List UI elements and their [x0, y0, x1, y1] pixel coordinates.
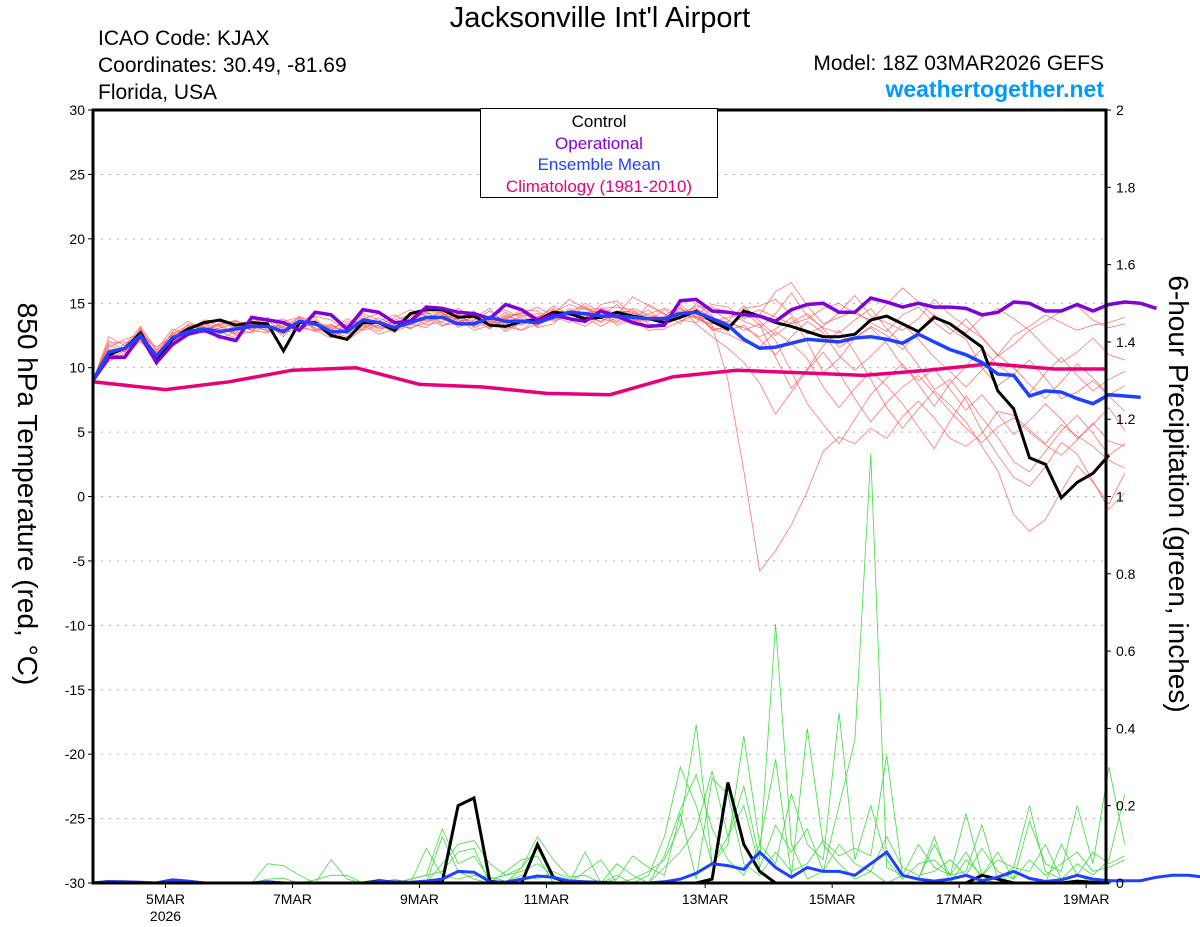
axes: 302520151050-5-10-15-20-25-3021.81.61.41…	[65, 102, 1136, 924]
temperature-member-line	[92, 305, 1125, 400]
y2-tick-label: 0.8	[1116, 566, 1136, 582]
y-tick-label: 0	[77, 489, 85, 505]
y2-tick-label: 1.2	[1116, 411, 1136, 427]
temperature-member-line	[92, 282, 1125, 381]
legend-item-operational: Operational	[555, 133, 643, 153]
y-tick-label: -15	[65, 682, 85, 698]
precipitation-member-line	[93, 728, 1125, 884]
y-tick-label: -5	[73, 553, 86, 569]
y-tick-label: 15	[69, 295, 85, 311]
x-tick-sublabel: 2026	[150, 908, 181, 924]
operational-temp-line	[91, 296, 1158, 382]
plot-frame	[91, 108, 1108, 885]
mean-precip-line	[92, 849, 1200, 885]
model-run: Model: 18Z 03MAR2026 GEFS	[813, 52, 1104, 75]
coordinates: Coordinates: 30.49, -81.69	[98, 54, 347, 77]
site-name: weathertogether.net	[885, 76, 1104, 102]
location: Florida, USA	[98, 81, 218, 104]
y2-tick-label: 1	[1116, 489, 1124, 505]
y2-tick-label: 0.6	[1116, 643, 1136, 659]
climatology-line	[92, 362, 1106, 397]
legend-item-ensemble-mean: Ensemble Mean	[537, 155, 661, 174]
legend-item-control: Control	[571, 112, 627, 131]
control-precip-line	[92, 782, 1109, 885]
precipitation-member-line	[93, 712, 1125, 884]
precipitation-member-line	[93, 755, 1126, 884]
y2-tick-label: 0	[1116, 875, 1124, 891]
legend: Control Operational Ensemble Mean Climat…	[480, 108, 718, 198]
temperature-member-line	[92, 296, 1126, 532]
y2-tick-label: 1.8	[1116, 179, 1136, 195]
y-tick-label: -20	[65, 746, 85, 762]
precipitation-members	[93, 453, 1126, 884]
x-tick-label: 17MAR	[936, 891, 983, 907]
x-tick-label: 5MAR	[146, 891, 185, 907]
temperature-member-line	[92, 303, 1125, 573]
icao-code: ICAO Code: KJAX	[98, 27, 270, 50]
y2-tick-label: 1.4	[1116, 334, 1136, 350]
y2-tick-label: 0.2	[1116, 798, 1136, 814]
y-tick-label: 25	[69, 166, 85, 182]
y2-tick-label: 2	[1116, 102, 1124, 118]
main-series	[91, 296, 1200, 885]
y2-tick-label: 1.6	[1116, 257, 1136, 273]
y-tick-label: 10	[69, 360, 85, 376]
x-tick-label: 11MAR	[524, 891, 570, 907]
y-tick-label: -30	[65, 875, 85, 891]
y-tick-label: 20	[69, 231, 85, 247]
y-tick-label: 30	[69, 102, 85, 118]
x-tick-label: 9MAR	[400, 891, 439, 907]
precipitation-member-line	[93, 453, 1126, 884]
y-tick-label: 5	[77, 424, 85, 440]
y-tick-label: -25	[65, 811, 85, 827]
chart-title: Jacksonville Int'l Airport	[449, 2, 751, 34]
y2-tick-label: 0.4	[1116, 720, 1136, 736]
x-tick-label: 7MAR	[273, 891, 312, 907]
x-tick-label: 13MAR	[682, 891, 729, 907]
x-tick-label: 19MAR	[1063, 891, 1110, 907]
legend-item-climatology: Climatology (1981-2010)	[505, 176, 693, 196]
control-temp-line	[91, 308, 1111, 501]
precipitation-member-line	[93, 770, 1125, 884]
mean-temp-line	[91, 310, 1141, 406]
x-tick-label: 15MAR	[809, 891, 856, 907]
y-tick-label: -10	[65, 617, 85, 633]
grid	[93, 173, 1106, 820]
